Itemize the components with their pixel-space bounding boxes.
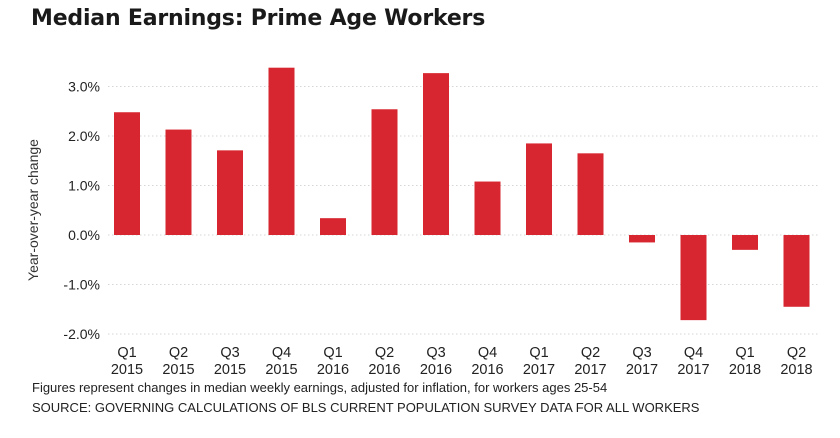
x-tick-quarter: Q1	[735, 345, 754, 361]
footnote: Figures represent changes in median week…	[32, 380, 608, 395]
y-axis-label: Year-over-year change	[25, 139, 41, 281]
x-tick-year: 2016	[317, 362, 349, 378]
x-tick-quarter: Q1	[529, 345, 548, 361]
bar	[114, 112, 140, 235]
y-tick-label: -1.0%	[63, 277, 100, 293]
x-tick-quarter: Q2	[169, 345, 188, 361]
bar	[320, 218, 346, 235]
y-tick-label: 0.0%	[68, 227, 100, 243]
x-tick-quarter: Q1	[323, 345, 342, 361]
x-tick-quarter: Q3	[220, 345, 239, 361]
x-axis-ticks: Q12015Q22015Q32015Q42015Q12016Q22016Q320…	[111, 345, 813, 378]
bar	[474, 181, 501, 235]
bar	[217, 150, 243, 235]
bar	[577, 153, 604, 235]
source-note: SOURCE: GOVERNING CALCULATIONS OF BLS CU…	[32, 400, 700, 415]
x-tick-quarter: Q4	[272, 345, 291, 361]
x-tick-year: 2015	[214, 362, 246, 378]
bar	[629, 235, 655, 243]
x-tick-quarter: Q1	[117, 345, 136, 361]
x-tick-year: 2015	[162, 362, 194, 378]
x-tick-year: 2018	[780, 362, 812, 378]
x-tick-year: 2015	[265, 362, 297, 378]
x-tick-year: 2017	[574, 362, 606, 378]
chart-title: Median Earnings: Prime Age Workers	[31, 6, 486, 31]
bar	[783, 235, 810, 307]
x-tick-quarter: Q2	[581, 345, 600, 361]
bars	[114, 67, 810, 321]
x-tick-quarter: Q3	[632, 345, 651, 361]
y-tick-label: -2.0%	[63, 326, 100, 342]
bar	[526, 143, 552, 235]
x-tick-year: 2016	[471, 362, 503, 378]
bar	[732, 235, 758, 250]
x-tick-year: 2016	[368, 362, 400, 378]
y-tick-label: 2.0%	[68, 128, 100, 144]
y-tick-label: 3.0%	[68, 79, 100, 95]
x-tick-quarter: Q2	[787, 345, 806, 361]
y-tick-label: 1.0%	[68, 178, 100, 194]
x-tick-quarter: Q3	[426, 345, 445, 361]
x-tick-year: 2015	[111, 362, 143, 378]
x-tick-quarter: Q4	[478, 345, 497, 361]
x-tick-quarter: Q4	[684, 345, 703, 361]
y-axis-ticks: -2.0% -1.0% 0.0% 1.0% 2.0% 3.0%	[63, 79, 100, 343]
x-tick-year: 2017	[677, 362, 709, 378]
bar	[371, 109, 398, 235]
bar	[680, 235, 707, 321]
bar	[268, 67, 295, 235]
x-tick-year: 2016	[420, 362, 452, 378]
bar	[165, 129, 192, 235]
x-tick-year: 2017	[523, 362, 555, 378]
x-tick-year: 2017	[626, 362, 658, 378]
x-tick-quarter: Q2	[375, 345, 394, 361]
gridlines	[108, 86, 820, 335]
bar	[423, 73, 449, 235]
x-tick-year: 2018	[729, 362, 761, 378]
